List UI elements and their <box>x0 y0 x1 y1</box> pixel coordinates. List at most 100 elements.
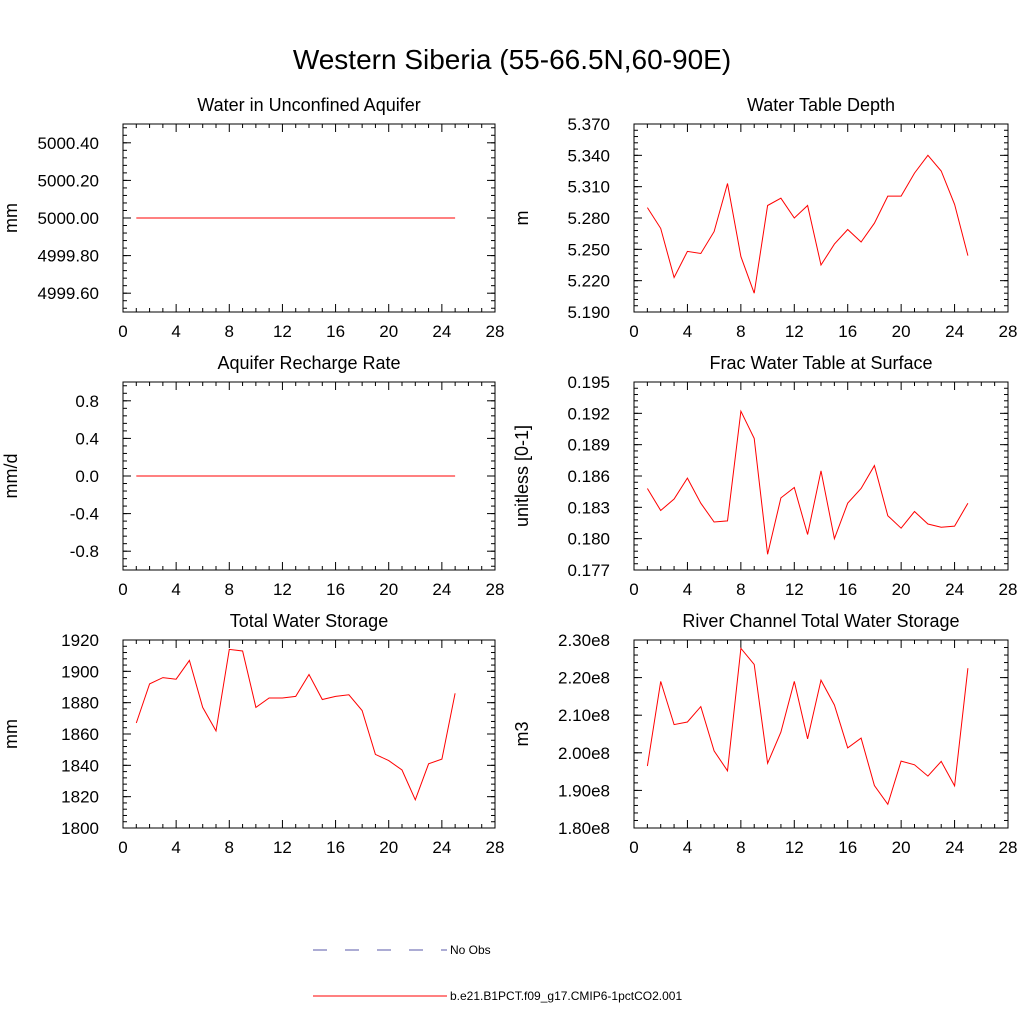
plot-frame <box>633 123 1009 313</box>
x-tick-label: 12 <box>785 322 804 341</box>
y-axis-label: mm <box>1 719 21 749</box>
x-tick-label: 12 <box>273 838 292 857</box>
x-tick-label: 4 <box>683 838 692 857</box>
x-tick-label: 28 <box>486 580 505 599</box>
x-tick-label: 8 <box>736 322 745 341</box>
x-tick-label: 24 <box>945 580 964 599</box>
panel-title: Aquifer Recharge Rate <box>217 353 400 373</box>
series-line <box>135 648 456 802</box>
x-tick-label: 28 <box>999 580 1018 599</box>
x-tick-label: 24 <box>945 838 964 857</box>
y-tick-label: 5.250 <box>567 240 610 259</box>
x-tick-label: 12 <box>273 322 292 341</box>
x-tick-label: 20 <box>892 580 911 599</box>
x-tick-label: 0 <box>118 322 127 341</box>
x-tick-label: 4 <box>171 322 180 341</box>
x-tick-label: 16 <box>838 838 857 857</box>
y-tick-label: 5000.40 <box>38 134 99 153</box>
y-tick-label: 5.190 <box>567 303 610 322</box>
y-tick-label: 5.310 <box>567 178 610 197</box>
x-tick-label: 0 <box>118 580 127 599</box>
legend-label-no-obs: No Obs <box>450 943 491 957</box>
y-tick-label: 1800 <box>61 819 99 838</box>
x-tick-label: 16 <box>838 322 857 341</box>
x-tick-label: 20 <box>379 580 398 599</box>
plot-frame <box>633 639 1009 829</box>
y-tick-label: 1820 <box>61 788 99 807</box>
y-tick-label: 1.90e8 <box>558 781 610 800</box>
x-tick-label: 16 <box>326 322 345 341</box>
x-tick-label: 16 <box>326 580 345 599</box>
series-line <box>646 647 969 806</box>
x-tick-label: 12 <box>785 580 804 599</box>
x-tick-label: 0 <box>629 322 638 341</box>
y-tick-label: 1860 <box>61 725 99 744</box>
y-tick-label: 0.186 <box>567 467 610 486</box>
y-tick-label: 1.80e8 <box>558 819 610 838</box>
y-tick-label: -0.8 <box>70 542 99 561</box>
y-tick-label: 4999.60 <box>38 284 99 303</box>
x-tick-label: 4 <box>683 580 692 599</box>
x-tick-label: 28 <box>486 838 505 857</box>
y-tick-label: 5000.20 <box>38 171 99 190</box>
x-tick-label: 8 <box>225 838 234 857</box>
y-tick-label: 0.183 <box>567 498 610 517</box>
panel-title: Water Table Depth <box>747 95 895 115</box>
y-tick-label: 4999.80 <box>38 247 99 266</box>
x-tick-label: 4 <box>683 322 692 341</box>
x-tick-label: 12 <box>273 580 292 599</box>
y-tick-label: 1880 <box>61 694 99 713</box>
y-tick-label: 0.177 <box>567 561 610 580</box>
y-tick-label: 2.00e8 <box>558 744 610 763</box>
x-tick-label: 28 <box>999 838 1018 857</box>
y-tick-label: 1920 <box>61 631 99 650</box>
y-tick-label: 2.20e8 <box>558 669 610 688</box>
y-tick-label: 5.370 <box>567 115 610 134</box>
y-tick-label: -0.4 <box>70 505 99 524</box>
y-tick-label: 0.192 <box>567 404 610 423</box>
x-tick-label: 4 <box>171 838 180 857</box>
x-tick-label: 24 <box>945 322 964 341</box>
y-axis-label: m <box>512 211 532 226</box>
x-tick-label: 0 <box>629 838 638 857</box>
y-tick-label: 5.220 <box>567 272 610 291</box>
x-tick-label: 12 <box>785 838 804 857</box>
x-tick-label: 0 <box>629 580 638 599</box>
legend-label-model: b.e21.B1PCT.f09_g17.CMIP6-1pctCO2.001 <box>450 989 683 1003</box>
x-tick-label: 24 <box>432 838 451 857</box>
x-tick-label: 16 <box>326 838 345 857</box>
y-tick-label: 0.189 <box>567 436 610 455</box>
y-axis-label: mm <box>1 203 21 233</box>
y-tick-label: 1840 <box>61 756 99 775</box>
series-line <box>646 409 969 555</box>
y-tick-label: 5.340 <box>567 146 610 165</box>
y-axis-label: m3 <box>512 721 532 746</box>
plot-frame <box>633 381 1009 571</box>
y-tick-label: 1900 <box>61 662 99 681</box>
x-tick-label: 8 <box>225 580 234 599</box>
figure-title: Western Siberia (55-66.5N,60-90E) <box>292 44 732 75</box>
y-tick-label: 0.180 <box>567 530 610 549</box>
panel-title: River Channel Total Water Storage <box>682 611 959 631</box>
x-tick-label: 20 <box>379 838 398 857</box>
x-tick-label: 20 <box>379 322 398 341</box>
y-axis-label: unitless [0-1] <box>512 425 532 527</box>
x-tick-label: 24 <box>432 580 451 599</box>
series-line <box>646 154 969 294</box>
panel-title: Water in Unconfined Aquifer <box>197 95 420 115</box>
x-tick-label: 8 <box>736 838 745 857</box>
x-tick-label: 20 <box>892 838 911 857</box>
y-tick-label: 5.280 <box>567 209 610 228</box>
x-tick-label: 28 <box>999 322 1018 341</box>
y-tick-label: 2.30e8 <box>558 631 610 650</box>
x-tick-label: 8 <box>736 580 745 599</box>
y-tick-label: 0.4 <box>75 429 99 448</box>
x-tick-label: 16 <box>838 580 857 599</box>
y-tick-label: 0.0 <box>75 467 99 486</box>
panel-title: Total Water Storage <box>230 611 388 631</box>
y-tick-label: 0.195 <box>567 373 610 392</box>
x-tick-label: 28 <box>486 322 505 341</box>
y-axis-label: mm/d <box>1 454 21 499</box>
x-tick-label: 8 <box>225 322 234 341</box>
